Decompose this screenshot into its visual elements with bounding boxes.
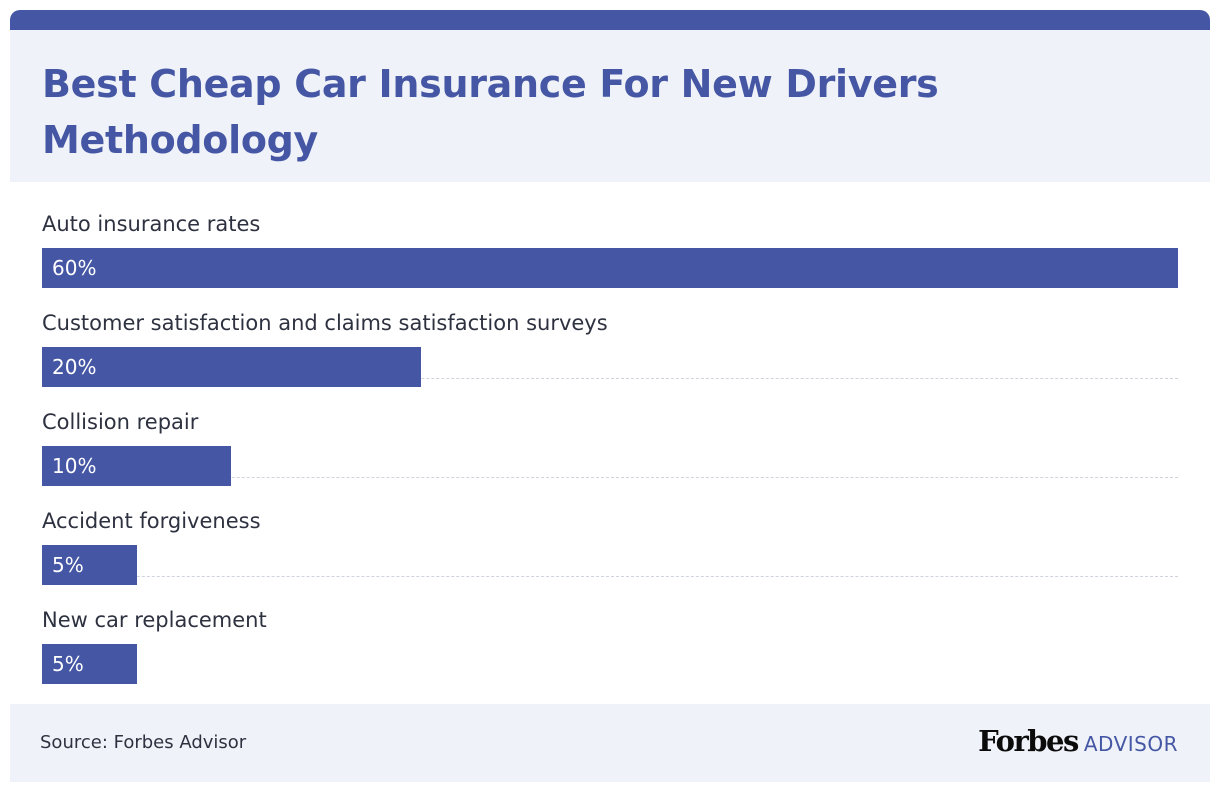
logo-subtitle: ADVISOR xyxy=(1083,732,1178,756)
bar-row: New car replacement 5% xyxy=(42,578,1178,684)
forbes-advisor-logo: Forbes ADVISOR xyxy=(978,724,1178,758)
bar xyxy=(42,446,231,486)
category-label: Auto insurance rates xyxy=(42,212,261,236)
logo-wordmark: Forbes xyxy=(978,724,1079,758)
header-panel: Best Cheap Car Insurance For New Drivers… xyxy=(10,30,1210,182)
bar-value-label: 5% xyxy=(52,652,84,676)
source-note: Source: Forbes Advisor xyxy=(40,732,247,753)
bar-row: Auto insurance rates 60% xyxy=(42,182,1178,288)
bar xyxy=(42,248,1178,288)
bar-value-label: 10% xyxy=(52,454,97,478)
title-line-1: Best Cheap Car Insurance For New Drivers xyxy=(42,62,939,106)
category-label: Accident forgiveness xyxy=(42,509,261,533)
infographic-card: Best Cheap Car Insurance For New Drivers… xyxy=(10,10,1210,782)
bar xyxy=(42,545,137,585)
category-label: Collision repair xyxy=(42,410,199,434)
category-label: New car replacement xyxy=(42,608,267,632)
title-line-2: Methodology xyxy=(42,118,319,162)
footer-panel: Source: Forbes Advisor Forbes ADVISOR xyxy=(10,704,1210,782)
bar-row: Customer satisfaction and claims satisfa… xyxy=(42,281,1178,387)
bar-value-label: 20% xyxy=(52,355,97,379)
category-label: Customer satisfaction and claims satisfa… xyxy=(42,311,608,335)
bar xyxy=(42,347,421,387)
chart-title: Best Cheap Car Insurance For New Drivers… xyxy=(42,56,1162,168)
bar-row: Accident forgiveness 5% xyxy=(42,479,1178,585)
bar xyxy=(42,644,137,684)
bar-value-label: 60% xyxy=(52,256,97,280)
top-accent-band xyxy=(10,10,1210,30)
bar-value-label: 5% xyxy=(52,553,84,577)
bar-row: Collision repair 10% xyxy=(42,380,1178,486)
bar-chart: Auto insurance rates 60% Customer satisfac… xyxy=(10,182,1210,704)
